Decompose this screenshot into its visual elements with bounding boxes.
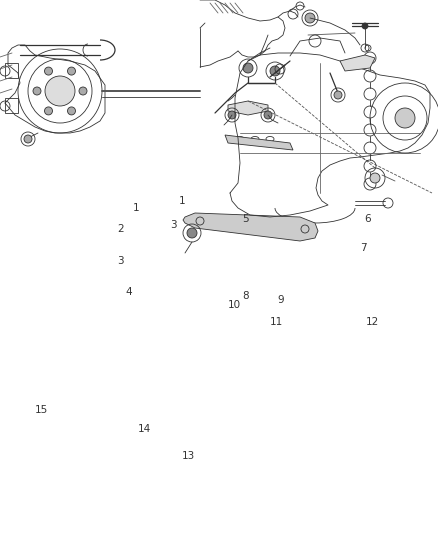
Circle shape bbox=[243, 63, 253, 73]
Circle shape bbox=[45, 67, 53, 75]
Text: 15: 15 bbox=[35, 406, 48, 415]
Text: 5: 5 bbox=[242, 214, 249, 223]
Polygon shape bbox=[228, 101, 268, 115]
Text: 8: 8 bbox=[242, 291, 249, 301]
Text: 1: 1 bbox=[178, 197, 185, 206]
Text: 6: 6 bbox=[364, 214, 371, 223]
Text: 12: 12 bbox=[366, 318, 379, 327]
Polygon shape bbox=[183, 213, 318, 241]
Circle shape bbox=[67, 67, 75, 75]
Text: 2: 2 bbox=[117, 224, 124, 234]
Text: 9: 9 bbox=[277, 295, 284, 304]
Text: 3: 3 bbox=[170, 220, 177, 230]
Polygon shape bbox=[225, 135, 293, 150]
Text: 3: 3 bbox=[117, 256, 124, 266]
Text: 4: 4 bbox=[126, 287, 133, 296]
Circle shape bbox=[79, 87, 87, 95]
Circle shape bbox=[228, 111, 236, 119]
Circle shape bbox=[362, 23, 368, 29]
Text: 1: 1 bbox=[132, 203, 139, 213]
Circle shape bbox=[67, 107, 75, 115]
Text: 7: 7 bbox=[360, 243, 367, 253]
Circle shape bbox=[264, 111, 272, 119]
Text: 11: 11 bbox=[269, 318, 283, 327]
Text: 13: 13 bbox=[182, 451, 195, 461]
Circle shape bbox=[187, 228, 197, 238]
Circle shape bbox=[395, 108, 415, 128]
Polygon shape bbox=[340, 55, 375, 71]
Circle shape bbox=[24, 135, 32, 143]
Circle shape bbox=[45, 76, 75, 106]
Circle shape bbox=[270, 66, 280, 76]
Circle shape bbox=[370, 173, 380, 183]
Circle shape bbox=[33, 87, 41, 95]
Circle shape bbox=[305, 13, 315, 23]
Text: 10: 10 bbox=[228, 300, 241, 310]
Circle shape bbox=[334, 91, 342, 99]
Text: 14: 14 bbox=[138, 424, 151, 434]
Circle shape bbox=[45, 107, 53, 115]
